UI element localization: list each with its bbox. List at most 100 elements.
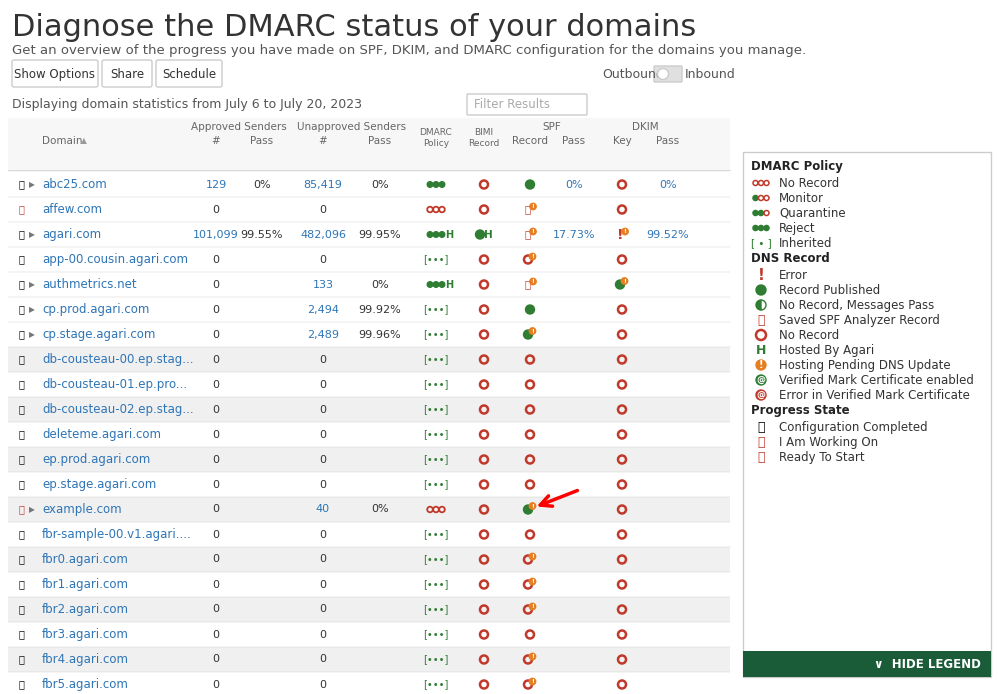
Text: Record: Record <box>512 136 548 146</box>
FancyBboxPatch shape <box>8 347 730 372</box>
Text: H: H <box>445 280 453 289</box>
Text: 0: 0 <box>319 355 326 364</box>
FancyBboxPatch shape <box>8 672 730 694</box>
Text: DMARC
Policy: DMARC Policy <box>419 128 452 148</box>
Circle shape <box>530 278 536 285</box>
Text: I Am Working On: I Am Working On <box>779 436 878 448</box>
Circle shape <box>530 228 536 235</box>
Text: 0: 0 <box>213 205 220 214</box>
Text: H: H <box>445 230 453 239</box>
Text: Record Published: Record Published <box>779 284 880 296</box>
Text: 99.92%: 99.92% <box>358 305 401 314</box>
Circle shape <box>758 226 763 230</box>
Text: fbr3.agari.com: fbr3.agari.com <box>42 628 129 641</box>
Text: DMARC Policy: DMARC Policy <box>751 160 843 173</box>
Text: 🚩: 🚩 <box>757 450 764 464</box>
Circle shape <box>439 232 445 237</box>
Text: !: ! <box>531 555 534 559</box>
Text: [•••]: [•••] <box>423 604 449 614</box>
Text: 0: 0 <box>319 654 326 664</box>
Text: 40: 40 <box>316 505 330 514</box>
Text: agari.com: agari.com <box>42 228 101 241</box>
Text: 🔒: 🔒 <box>18 604 24 614</box>
Text: 🔒: 🔒 <box>18 305 24 314</box>
Text: authmetrics.net: authmetrics.net <box>42 278 137 291</box>
Text: Verified Mark Certificate enabled: Verified Mark Certificate enabled <box>779 373 974 387</box>
Circle shape <box>529 678 536 685</box>
Text: 0: 0 <box>319 430 326 439</box>
Text: 🔒: 🔒 <box>18 629 24 639</box>
Text: 0%: 0% <box>371 180 389 189</box>
Text: cp.stage.agari.com: cp.stage.agari.com <box>42 328 156 341</box>
FancyBboxPatch shape <box>8 247 730 272</box>
FancyBboxPatch shape <box>743 152 991 677</box>
FancyBboxPatch shape <box>12 60 98 87</box>
Text: [•••]: [•••] <box>423 480 449 489</box>
Text: Approved Senders: Approved Senders <box>192 122 286 132</box>
Text: 0: 0 <box>319 555 326 564</box>
Circle shape <box>433 182 439 187</box>
Text: SPF: SPF <box>543 122 561 132</box>
Circle shape <box>427 182 433 187</box>
Circle shape <box>756 285 766 295</box>
Text: cp.prod.agari.com: cp.prod.agari.com <box>42 303 150 316</box>
Text: @: @ <box>756 391 765 400</box>
Text: 0: 0 <box>213 455 220 464</box>
Text: Outbound: Outbound <box>602 67 664 81</box>
Circle shape <box>756 375 766 385</box>
Text: DKIM: DKIM <box>632 122 659 132</box>
FancyBboxPatch shape <box>8 222 730 247</box>
Circle shape <box>529 328 536 335</box>
Text: 0: 0 <box>213 555 220 564</box>
Text: 2,494: 2,494 <box>307 305 339 314</box>
Text: 🔒: 🔒 <box>18 255 24 264</box>
Text: Pass: Pass <box>250 136 273 146</box>
Text: No Record: No Record <box>779 328 839 341</box>
Circle shape <box>524 505 533 514</box>
Text: 🔧: 🔧 <box>18 505 24 514</box>
Text: [•••]: [•••] <box>423 430 449 439</box>
Circle shape <box>529 653 536 660</box>
Text: 🔒: 🔒 <box>18 654 24 664</box>
Text: 0: 0 <box>213 430 220 439</box>
Text: [•••]: [•••] <box>423 530 449 539</box>
Text: 🔧: 🔧 <box>525 205 531 214</box>
Text: app-00.cousin.agari.com: app-00.cousin.agari.com <box>42 253 188 266</box>
Circle shape <box>427 282 433 287</box>
Circle shape <box>529 502 536 509</box>
Text: DNS Record: DNS Record <box>751 251 829 264</box>
Text: 🔒: 🔒 <box>18 455 24 464</box>
Text: [•••]: [•••] <box>423 654 449 664</box>
Text: ∨  HIDE LEGEND: ∨ HIDE LEGEND <box>874 657 981 670</box>
Text: Key: Key <box>613 136 632 146</box>
Text: [•••]: [•••] <box>423 255 449 264</box>
Text: [ • ]: [ • ] <box>750 238 771 248</box>
FancyBboxPatch shape <box>156 60 222 87</box>
Text: fbr0.agari.com: fbr0.agari.com <box>42 553 129 566</box>
FancyBboxPatch shape <box>8 597 730 622</box>
Text: !: ! <box>758 360 763 371</box>
Text: Show Options: Show Options <box>15 67 96 81</box>
Text: fbr4.agari.com: fbr4.agari.com <box>42 653 129 666</box>
FancyBboxPatch shape <box>8 322 730 347</box>
Circle shape <box>439 282 445 287</box>
Circle shape <box>530 203 536 210</box>
Text: !: ! <box>624 229 627 234</box>
Text: !: ! <box>531 679 534 684</box>
FancyBboxPatch shape <box>8 447 730 472</box>
Circle shape <box>622 278 628 285</box>
Text: 🔒: 🔒 <box>18 679 24 690</box>
FancyBboxPatch shape <box>8 572 730 597</box>
Text: 0: 0 <box>319 480 326 489</box>
Text: Pass: Pass <box>368 136 391 146</box>
Text: H: H <box>755 344 766 357</box>
Text: @: @ <box>756 375 765 384</box>
Text: !: ! <box>617 228 623 242</box>
FancyBboxPatch shape <box>8 372 730 397</box>
Text: fbr1.agari.com: fbr1.agari.com <box>42 578 129 591</box>
Text: 0: 0 <box>213 505 220 514</box>
Text: 🔒: 🔒 <box>18 180 24 189</box>
Text: 🔒: 🔒 <box>18 380 24 389</box>
Text: 0%: 0% <box>371 505 389 514</box>
Text: 0: 0 <box>319 629 326 639</box>
